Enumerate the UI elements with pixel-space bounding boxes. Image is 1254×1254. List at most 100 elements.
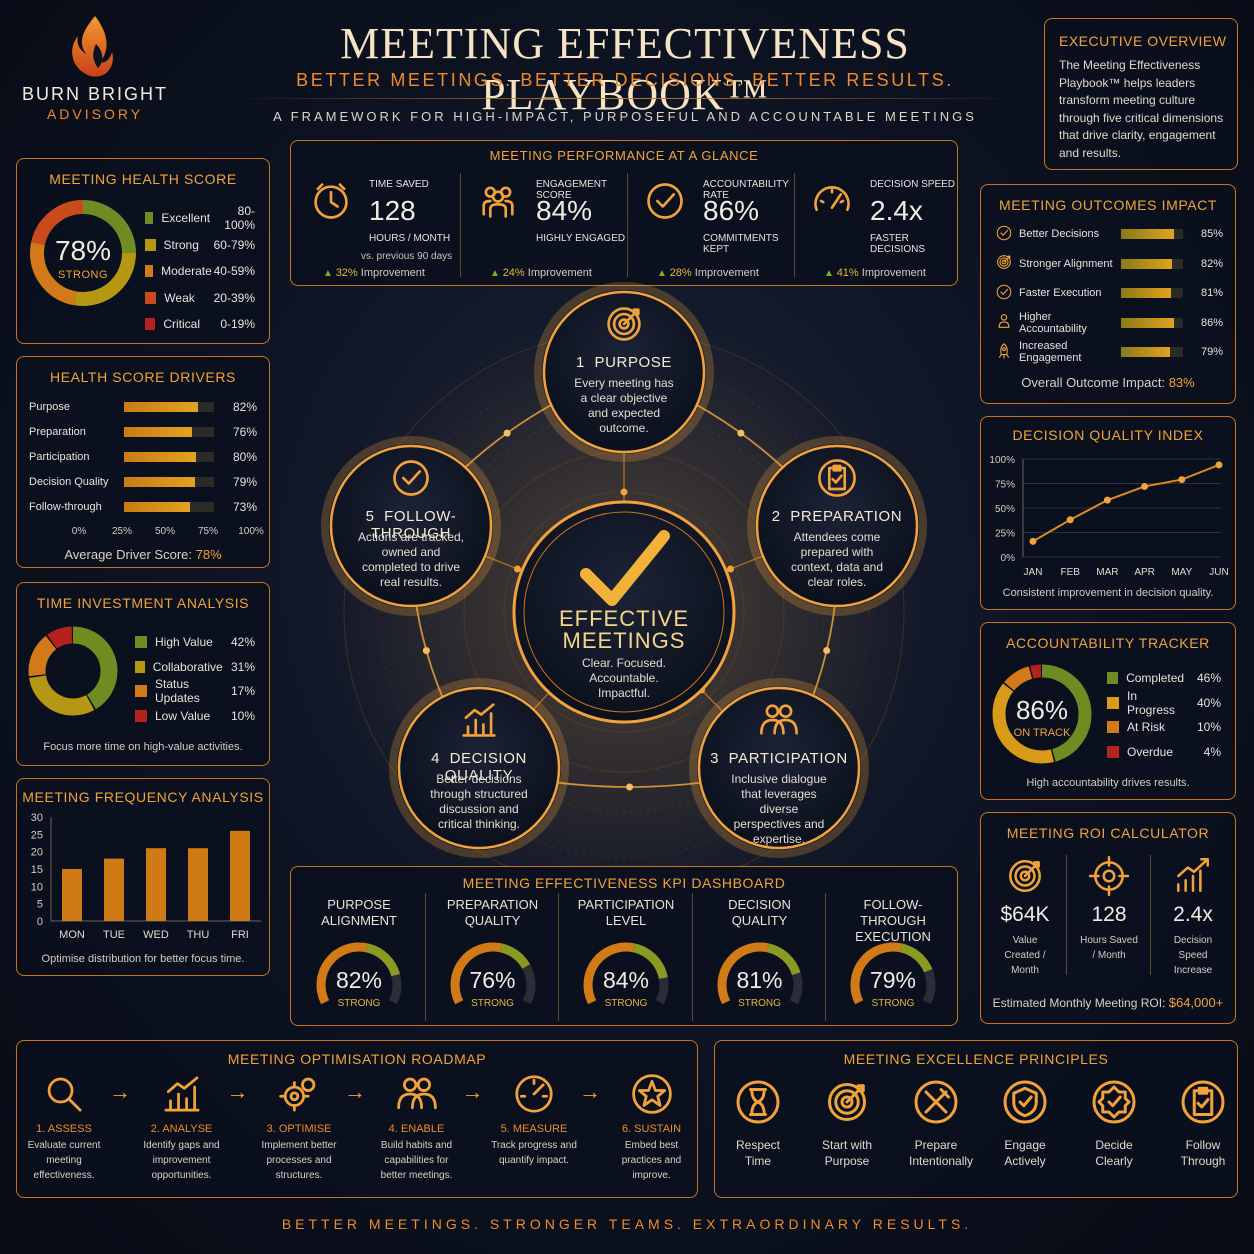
roadmap-step-desc: Embed best practices and improve. <box>621 1140 682 1181</box>
frequency-bar <box>146 848 166 921</box>
accountability-legend-row: Overdue 4% <box>1107 743 1221 761</box>
glance-improvement-value: 41% <box>836 267 859 279</box>
outcomes-title: MEETING OUTCOMES IMPACT <box>998 197 1218 213</box>
frequency-y-tick: 15 <box>31 864 43 876</box>
legend-swatch <box>145 265 154 277</box>
accountability-legend-row: In Progress 40% <box>1107 689 1221 717</box>
roadmap-step-desc: Track progress and quantify impact. <box>491 1140 577 1166</box>
framework-node-number: 5 <box>365 508 375 525</box>
decision-x-tick: FEB <box>1060 567 1080 578</box>
accountability-title: ACCOUNTABILITY TRACKER <box>1006 635 1210 651</box>
legend-swatch <box>145 212 154 224</box>
kpi-gauge-card: FOLLOW-THROUGH EXECUTION 79% STRONG <box>825 893 960 1021</box>
outcomes-overall-label: Overall Outcome Impact: <box>1021 375 1166 390</box>
legend-value: 40% <box>1196 695 1221 710</box>
time-investment-title: TIME INVESTMENT ANALYSIS <box>36 595 250 611</box>
driver-axis-tick: 100% <box>238 526 264 537</box>
roi-title: MEETING ROI CALCULATOR <box>1006 825 1210 841</box>
outcome-bar-fill <box>1121 317 1175 328</box>
decision-x-tick: MAY <box>1171 567 1192 578</box>
badge-icon <box>1092 1080 1136 1124</box>
time-investment-donut <box>28 626 118 716</box>
legend-label: Completed <box>1126 671 1185 685</box>
legend-swatch <box>1107 696 1119 709</box>
framework-node-desc: Attendees come prepared with context, da… <box>790 530 884 589</box>
glance-sub: COMMITMENTS KEPT <box>703 233 779 255</box>
spoke-dot <box>620 488 628 496</box>
glance-panel: MEETING PERFORMANCE AT A GLANCE TIME SAV… <box>290 140 958 286</box>
frequency-y-tick: 0 <box>37 916 43 928</box>
framework-node-title: 2 PREPARATION <box>757 508 917 525</box>
glance-card: ACCOUNTABILITY RATE 86% COMMITMENTS KEPT ▲ … <box>627 173 797 279</box>
driver-axis-tick: 0% <box>71 526 87 537</box>
outcome-value: 86% <box>1200 316 1223 329</box>
person-icon <box>998 314 1010 328</box>
roi-metric: 2.4x Decision Speed Increase <box>1150 839 1235 978</box>
kpi-gauge-card: PARTICIPATION LEVEL 84% STRONG <box>558 893 693 1021</box>
legend-label: Weak <box>164 290 195 305</box>
decision-y-tick: 50% <box>995 504 1015 515</box>
spacer <box>719 750 729 767</box>
frequency-x-tick: TUE <box>103 929 125 941</box>
roadmap-step-title: 2. ANALYSE <box>150 1123 213 1135</box>
check-circle-icon <box>647 183 683 219</box>
framework-node-number: 2 <box>771 508 781 525</box>
kpi-gauge-card: PURPOSE ALIGNMENT 82% STRONG <box>292 893 426 1019</box>
arrow-right-icon: → <box>461 1079 484 1104</box>
kpi-gauge-arc <box>316 942 402 1005</box>
legend-value: 4% <box>1203 744 1221 759</box>
glance-sub: HIGHLY ENGAGED <box>536 233 626 244</box>
legend-label: Status Updates <box>155 677 200 705</box>
framework-node-name: PREPARATION <box>790 508 903 525</box>
glance-card: ENGAGEMENT SCORE 84% HIGHLY ENGAGED ▲ 24% I… <box>460 173 630 279</box>
health-drivers-title: HEALTH SCORE DRIVERS <box>50 369 236 385</box>
framework-node-desc: Actions are tracked, owned and completed… <box>357 530 465 589</box>
driver-bar-fill <box>123 427 193 437</box>
driver-bar-track <box>123 477 215 487</box>
principle-label: Respect Time <box>735 1138 781 1168</box>
frequency-y-tick: 10 <box>31 881 43 893</box>
glance-card: TIME SAVED 128 HOURS / MONTH vs. previous 9… <box>297 177 463 279</box>
outcome-row: Faster Execution 81% <box>995 284 1223 302</box>
decision-y-tick: 0% <box>1001 553 1016 564</box>
growth-chart-icon <box>1177 857 1209 892</box>
triangle-up-icon: ▲ <box>824 268 837 279</box>
decision-index-panel: DECISION QUALITY INDEX 0% 25% 50% 75% 100% JA… <box>980 416 1236 610</box>
decision-point <box>1029 537 1037 545</box>
roadmap-step-title: 6. SUSTAIN <box>621 1123 682 1135</box>
center-description: Clear. Focused. Accountable. Impactful. <box>581 656 667 700</box>
roadmap-step: 1. ASSESS Evaluate current meeting effect… <box>9 1071 131 1183</box>
legend-value: 10% <box>1196 720 1221 734</box>
principle-item: Respect Time <box>713 1077 803 1169</box>
outcomes-overall-value: 83% <box>1168 375 1195 390</box>
framework-node-4 <box>389 678 569 858</box>
legend-label: Low Value <box>155 708 211 723</box>
driver-average-label: Average Driver Score: <box>64 547 192 562</box>
driver-value: 79% <box>232 475 257 489</box>
kpi-gauge-title: FOLLOW-THROUGH EXECUTION <box>855 897 931 944</box>
legend-swatch <box>135 660 145 673</box>
driver-label: Follow-through <box>29 501 102 513</box>
legend-label: In Progress <box>1127 688 1176 717</box>
roadmap-panel: MEETING OPTIMISATION ROADMAP 1. ASSESS Ev… <box>16 1040 698 1198</box>
decision-index-note: Consistent improvement in decision quali… <box>1002 587 1214 599</box>
arc-arrow-dot <box>422 647 430 655</box>
arc-arrow-dot <box>626 783 634 791</box>
roi-metric: 128 Hours Saved / Month <box>1066 839 1151 975</box>
legend-label: Moderate <box>161 264 212 278</box>
spoke-dot <box>727 565 734 573</box>
arrow-right-icon: → <box>344 1079 366 1104</box>
kpi-divider <box>825 893 826 1021</box>
spacer <box>440 750 450 767</box>
glance-label: ENGAGEMENT SCORE <box>536 179 607 201</box>
glance-improvement-value: 24% <box>502 267 525 279</box>
roi-estimate-value: $64,000+ <box>1168 995 1224 1010</box>
kpi-gauge-card: DECISION QUALITY 81% STRONG <box>691 893 827 1021</box>
legend-label: Overdue <box>1127 744 1174 759</box>
framework-node-name: DECISION QUALITY <box>444 750 527 784</box>
driver-label: Participation <box>29 451 90 463</box>
kpi-gauge-title: PARTICIPATION LEVEL <box>577 897 675 928</box>
kpi-gauge-arc <box>717 942 802 1005</box>
driver-bar-track <box>123 502 215 512</box>
legend-range: 20-39% <box>213 290 255 305</box>
